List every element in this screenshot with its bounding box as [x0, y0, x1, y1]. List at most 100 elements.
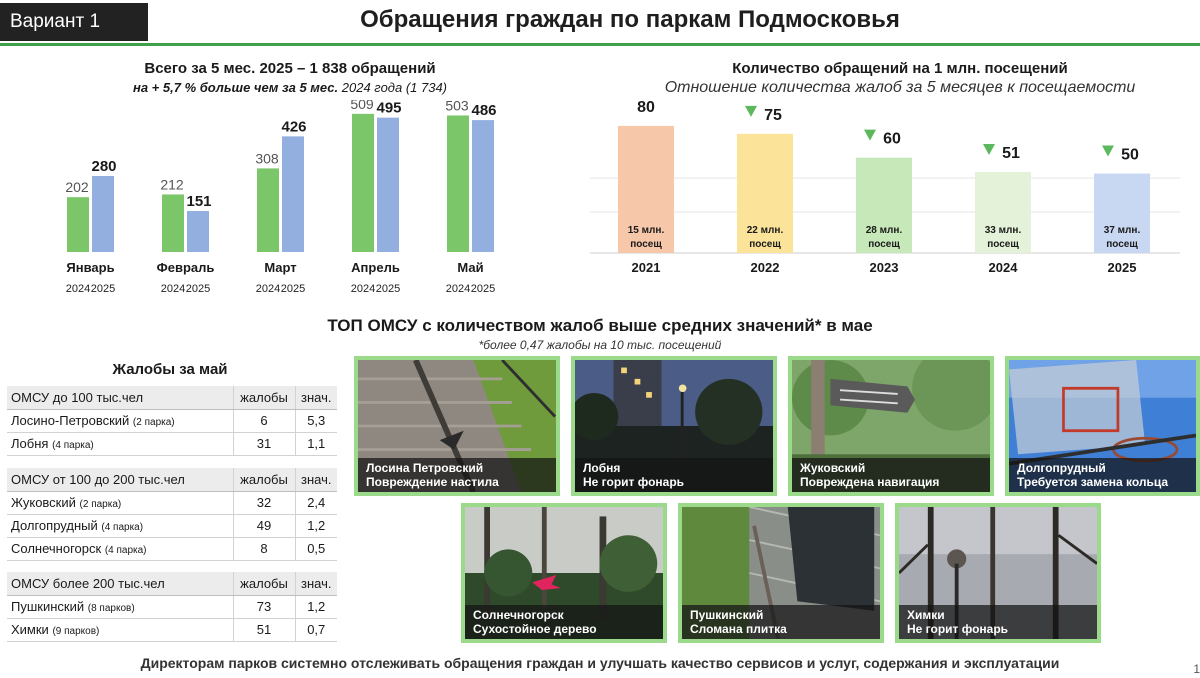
- table-row: Лосино-Петровский (2 парка) 6 5,3: [7, 409, 337, 433]
- table-row: Солнечногорск (4 парка) 8 0,5: [7, 537, 337, 561]
- table-row: Пушкинский (8 парков) 73 1,2: [7, 595, 337, 619]
- decrease-arrow-icon: [983, 143, 995, 155]
- visits-label: 33 млн.: [985, 225, 1022, 236]
- table-row: Долгопрудный (4 парка) 49 1,2: [7, 514, 337, 538]
- photo-caption: Химки Не горит фонарь: [899, 605, 1097, 639]
- photo-card-lamp-trees: Химки Не горит фонарь: [895, 503, 1101, 643]
- year-tick-label: 2023: [870, 260, 899, 275]
- photo-card-boardwalk: Лосина Петровский Повреждение настила: [354, 356, 560, 496]
- rate-value-label: 50: [1121, 147, 1139, 164]
- year-tick-label: 2024: [161, 283, 185, 295]
- table-header-row: ОМСУ более 200 тыс.чел жалобы знач.: [7, 572, 337, 596]
- year-tick-label: 2021: [632, 260, 661, 275]
- monthly-appeals-chart: 202 2024 280 2025 Январь 212 2024 151 2025 Феврал…: [65, 100, 496, 295]
- omsu-table-small: ОМСУ до 100 тыс.чел жалобы знач. Лосино-…: [7, 386, 337, 456]
- complaints-cell: 31: [232, 432, 295, 456]
- year-tick-label: 2025: [186, 283, 210, 295]
- complaints-cell: 51: [232, 618, 295, 642]
- omsu-name-cell: Лобня (4 парка): [7, 432, 233, 456]
- month-tick-label: Январь: [66, 260, 114, 275]
- visits-label: посещ: [1106, 239, 1138, 250]
- monthly-chart-subtitle: на + 5,7 % больше чем за 5 мес. 2024 год…: [60, 80, 520, 95]
- photo-place: Химки: [907, 608, 945, 622]
- photo-caption: Жуковский Повреждена навигация: [792, 458, 990, 492]
- appeals-per-million-chart: 80 15 млн. посещ 2021 75 22 млн. посещ 2022 60 28…: [590, 100, 1180, 275]
- bar-value-label: 426: [281, 118, 306, 135]
- photo-caption: Лосина Петровский Повреждение настила: [358, 458, 556, 492]
- photo-place: Пушкинский: [690, 608, 764, 622]
- table-group-header: ОМСУ до 100 тыс.чел: [7, 386, 233, 410]
- year-tick-label: 2024: [446, 283, 470, 295]
- photo-issue: Не горит фонарь: [907, 622, 1009, 636]
- omsu-name-cell: Жуковский (2 парка): [7, 491, 233, 515]
- title-divider: [0, 43, 1200, 46]
- table-header-row: ОМСУ от 100 до 200 тыс.чел жалобы знач.: [7, 468, 337, 492]
- visits-label: 22 млн.: [747, 225, 784, 236]
- photo-place: Жуковский: [800, 461, 866, 475]
- monthly-chart-title: Всего за 5 мес. 2025 – 1 838 обращений: [144, 60, 436, 77]
- visits-label: посещ: [987, 239, 1019, 250]
- column-header-value: знач.: [294, 468, 337, 492]
- month-tick-label: Февраль: [157, 260, 215, 275]
- omsu-table-large: ОМСУ более 200 тыс.чел жалобы знач. Пушк…: [7, 572, 337, 642]
- bar-value-label: 308: [255, 150, 279, 166]
- year-tick-label: 2025: [281, 283, 305, 295]
- bar-value-label: 202: [65, 179, 89, 195]
- photo-card-forest: Солнечногорск Сухостойное дерево: [461, 503, 667, 643]
- table-row: Лобня (4 парка) 31 1,1: [7, 432, 337, 456]
- complaints-cell: 49: [232, 514, 295, 538]
- bar-2025-2: [282, 136, 304, 252]
- bar-2025-1: [187, 211, 209, 252]
- value-cell: 1,2: [294, 514, 337, 538]
- month-tick-label: Апрель: [351, 260, 400, 275]
- visits-label: посещ: [868, 239, 900, 250]
- month-tick-label: Май: [457, 260, 483, 275]
- photo-issue: Сухостойное дерево: [473, 622, 597, 636]
- visits-label: 28 млн.: [866, 225, 903, 236]
- column-header-complaints: жалобы: [232, 468, 295, 492]
- year-tick-label: 2025: [471, 283, 495, 295]
- table-row: Жуковский (2 парка) 32 2,4: [7, 491, 337, 515]
- omsu-name-cell: Солнечногорск (4 парка): [7, 537, 233, 561]
- photo-card-paving: Пушкинский Сломана плитка: [678, 503, 884, 643]
- value-cell: 2,4: [294, 491, 337, 515]
- monthly-subtitle-tail: 2024 года (1 734): [341, 80, 448, 95]
- column-header-value: знач.: [294, 572, 337, 596]
- photo-caption: Долгопрудный Требуется замена кольца: [1009, 458, 1196, 492]
- photo-card-night-street: Лобня Не горит фонарь: [571, 356, 777, 496]
- year-tick-label: 2024: [66, 283, 90, 295]
- rate-chart-title: Количество обращений на 1 млн. посещений: [732, 60, 1068, 77]
- bar-value-label: 509: [350, 100, 374, 112]
- value-cell: 5,3: [294, 409, 337, 433]
- bar-value-label: 486: [471, 102, 496, 119]
- year-tick-label: 2025: [1108, 260, 1137, 275]
- visits-label: посещ: [749, 239, 781, 250]
- omsu-name-cell: Лосино-Петровский (2 парка): [7, 409, 233, 433]
- top-omsu-note: *более 0,47 жалобы на 10 тыс. посещений: [478, 338, 722, 352]
- complaints-cell: 73: [232, 595, 295, 619]
- omsu-name-cell: Долгопрудный (4 парка): [7, 514, 233, 538]
- rate-value-label: 75: [764, 107, 782, 124]
- photo-issue: Сломана плитка: [690, 622, 787, 636]
- rate-bar-2022: [737, 133, 793, 253]
- rate-bar-2021: [618, 125, 674, 253]
- table-group-header: ОМСУ более 200 тыс.чел: [7, 572, 233, 596]
- photo-place: Лосина Петровский: [366, 461, 484, 475]
- bar-2025-4: [472, 120, 494, 252]
- value-cell: 1,2: [294, 595, 337, 619]
- photo-place: Долгопрудный: [1017, 461, 1106, 475]
- rate-chart-subtitle: Отношение количества жалоб за 5 месяцев …: [664, 79, 1136, 96]
- rate-bar-2024: [975, 171, 1031, 253]
- column-header-value: знач.: [294, 386, 337, 410]
- year-tick-label: 2024: [989, 260, 1019, 275]
- omsu-table-medium: ОМСУ от 100 до 200 тыс.чел жалобы знач. …: [7, 468, 337, 561]
- table-row: Химки (9 парков) 51 0,7: [7, 618, 337, 642]
- top-omsu-title: ТОП ОМСУ с количеством жалоб выше средни…: [327, 316, 873, 335]
- column-header-complaints: жалобы: [232, 386, 295, 410]
- value-cell: 0,5: [294, 537, 337, 561]
- photo-card-signpost: Жуковский Повреждена навигация: [788, 356, 994, 496]
- bar-value-label: 503: [445, 100, 469, 113]
- year-tick-label: 2025: [376, 283, 400, 295]
- year-tick-label: 2025: [91, 283, 115, 295]
- omsu-name-cell: Пушкинский (8 парков): [7, 595, 233, 619]
